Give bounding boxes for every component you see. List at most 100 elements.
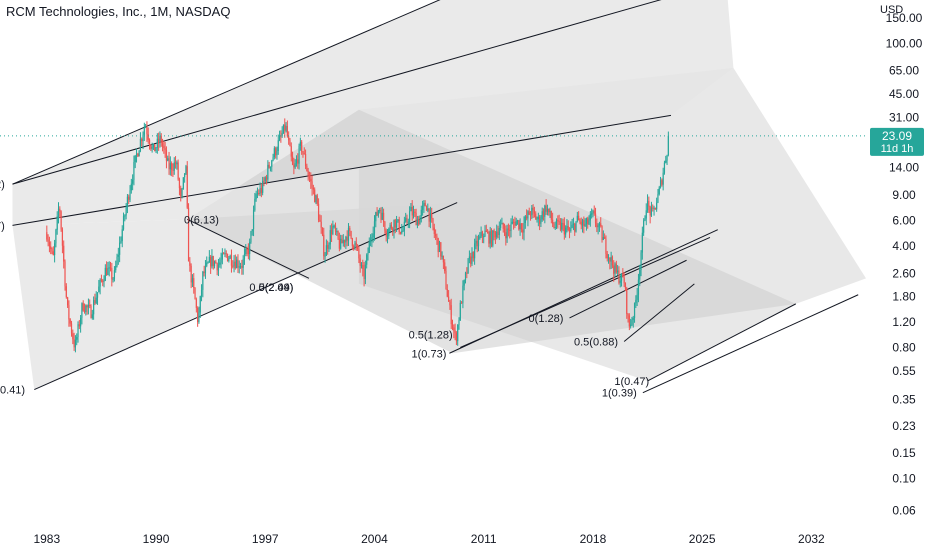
candle-body xyxy=(306,165,308,172)
candle-body xyxy=(484,230,486,237)
candle-body xyxy=(566,226,568,228)
candle-body xyxy=(596,223,598,228)
candle-body xyxy=(216,263,218,271)
candle-body xyxy=(461,302,463,304)
candle-body xyxy=(154,144,156,152)
candle-body xyxy=(583,220,585,226)
candle-body xyxy=(69,319,71,324)
candle-body xyxy=(250,231,252,242)
candle-body xyxy=(480,231,482,237)
candle-body xyxy=(602,237,604,240)
candle-body xyxy=(202,271,204,290)
candle-body xyxy=(337,231,339,239)
candle-body xyxy=(545,205,547,212)
candle-body xyxy=(609,257,611,262)
candle-body xyxy=(372,233,374,238)
candle-body xyxy=(516,220,519,222)
candle-body xyxy=(431,213,433,219)
candle-body xyxy=(637,279,640,295)
candle-body xyxy=(492,230,494,246)
time-axis[interactable]: 1983 1990 1997 2004 2011 2018 2025 2032 xyxy=(0,522,932,550)
candle-body xyxy=(395,220,398,228)
candle-body xyxy=(78,324,80,327)
candle-body xyxy=(390,224,392,229)
candle-body xyxy=(435,234,437,237)
candle-body xyxy=(362,265,364,269)
candle-body xyxy=(463,279,465,286)
candle-body xyxy=(658,187,660,195)
channel-line-7 xyxy=(569,259,687,319)
candle-body xyxy=(281,133,283,136)
symbol-title[interactable]: RCM Technologies, Inc., 1M, NASDAQ xyxy=(6,4,231,19)
candle-body xyxy=(453,327,455,331)
candle-body xyxy=(632,317,634,320)
drawing-labels: 1(10.72) 0.5(5.57) 0(0.41) 0(6.13) 0.5(2.49)… xyxy=(0,179,649,400)
candle-body xyxy=(342,240,344,244)
candle-body xyxy=(72,333,74,340)
candle-body xyxy=(591,213,593,215)
candle-body xyxy=(614,263,616,274)
candle-body xyxy=(109,267,112,269)
candle-body xyxy=(346,236,348,241)
candle-body xyxy=(631,319,633,325)
candle-body xyxy=(207,262,209,264)
candle-body xyxy=(251,229,253,232)
price-tag-countdown: 11d 1h xyxy=(881,143,914,155)
candle-body xyxy=(445,271,447,290)
candle-body xyxy=(393,219,395,231)
candle-body xyxy=(436,236,438,239)
candle-body xyxy=(598,223,601,226)
candle-body xyxy=(99,279,101,287)
price-axis[interactable]: 150.00 100.00 65.00 45.00 31.00 14.00 9.00 6.00… xyxy=(866,0,932,550)
fib-label-7: 0.5(1.28) xyxy=(409,330,453,342)
candle-body xyxy=(269,166,272,168)
candle-body xyxy=(488,232,490,244)
candle-body xyxy=(51,249,53,252)
candle-body xyxy=(650,207,653,216)
candle-body xyxy=(87,304,90,308)
candle-body xyxy=(459,302,461,321)
candle-body xyxy=(128,196,130,200)
candle-body xyxy=(178,179,181,189)
fib-label-10: 1(0.47) xyxy=(614,376,649,388)
fib-label-4: 0.5(2.49) xyxy=(249,282,293,294)
candle-body xyxy=(604,237,606,239)
candle-body xyxy=(527,211,529,219)
candle-body xyxy=(232,265,234,267)
candle-body xyxy=(133,162,135,180)
candle-body xyxy=(384,221,386,231)
channel-line-10 xyxy=(647,303,797,382)
candle-body xyxy=(662,172,664,185)
candle-body xyxy=(606,253,608,259)
candle-body xyxy=(224,253,226,255)
candle-body xyxy=(177,162,179,180)
candle-body xyxy=(217,264,220,271)
channel-line-9 xyxy=(642,294,859,394)
candle-body xyxy=(578,215,580,221)
candle-body xyxy=(571,224,573,228)
candle-body xyxy=(317,203,320,220)
candle-body xyxy=(151,146,153,149)
candle-body xyxy=(323,234,325,257)
candle-body xyxy=(288,136,290,141)
candle-body xyxy=(455,333,458,342)
candle-body xyxy=(541,211,543,220)
candle-body xyxy=(304,154,307,166)
candle-body xyxy=(579,220,581,222)
candle-body xyxy=(238,266,240,268)
candle-body xyxy=(494,232,497,238)
candle-body xyxy=(615,263,617,273)
fib-label-9: 0.5(0.88) xyxy=(574,337,618,349)
candle-body xyxy=(379,210,381,212)
candle-body xyxy=(477,238,480,247)
candle-body xyxy=(291,156,294,165)
candle-body xyxy=(403,221,405,231)
time-tick-label: 1983 xyxy=(33,532,60,546)
candle-body xyxy=(187,207,190,262)
candle-body xyxy=(610,256,612,262)
candle-body xyxy=(654,207,656,210)
candle-body xyxy=(61,229,64,246)
candle-body xyxy=(550,210,552,220)
